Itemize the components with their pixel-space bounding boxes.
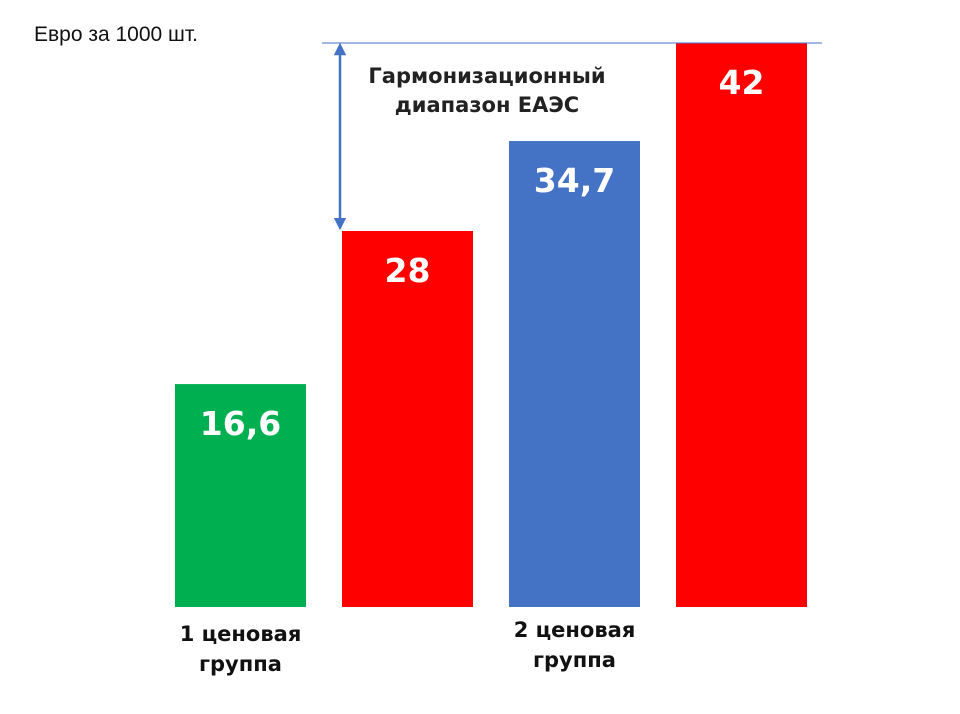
bars-layer: 16,6 28 34,7 42 [175,43,807,607]
bar-3-value-label: 34,7 [534,161,615,200]
bar-2 [342,231,473,607]
bar-4 [676,43,807,607]
bar-3 [509,141,640,607]
range-annotation: Гармонизационный диапазон ЕАЭС [322,42,822,231]
bar-1 [175,384,306,607]
range-label-line-1: Гармонизационный [368,64,605,88]
unit-label: Евро за 1000 шт. [34,23,198,46]
group-labels: 1 ценовая группа 2 ценовая группа [180,618,636,676]
bar-4-value-label: 42 [719,63,765,102]
group-label-1-line-2: группа [199,652,282,676]
group-label-2-line-1: 2 ценовая [514,618,636,642]
group-label-1-line-1: 1 ценовая [180,622,302,646]
bar-1-value-label: 16,6 [200,404,281,443]
range-label-line-2: диапазон ЕАЭС [395,93,579,117]
bar-2-value-label: 28 [385,251,431,290]
group-label-2-line-2: группа [533,648,616,672]
